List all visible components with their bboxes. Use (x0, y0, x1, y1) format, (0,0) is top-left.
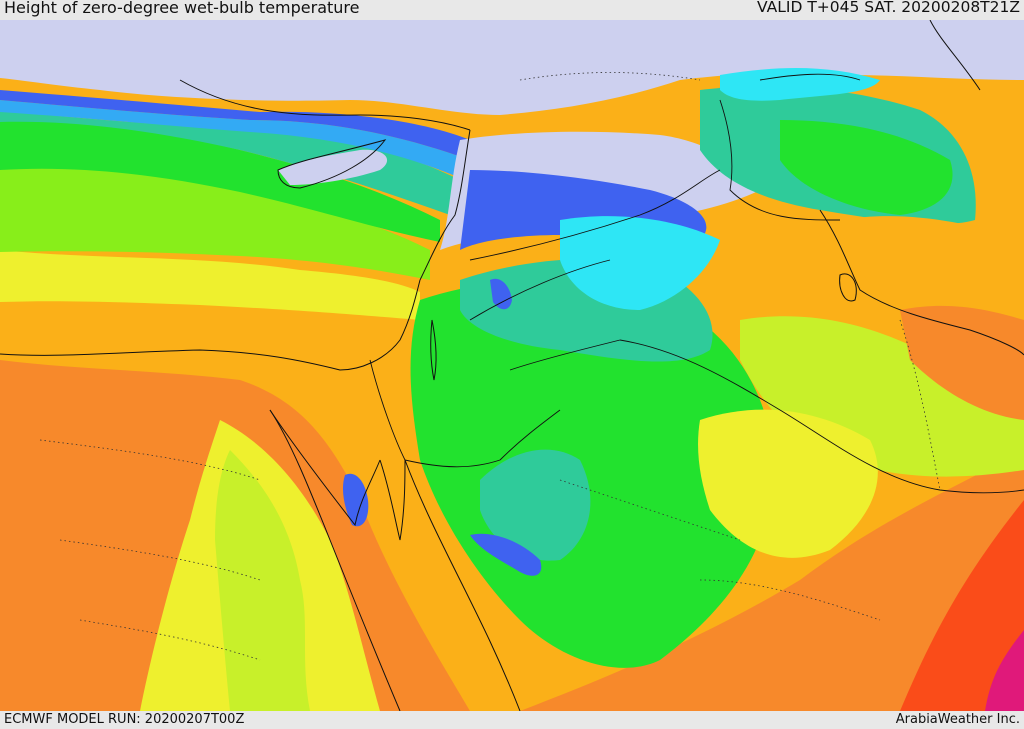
coastlines (0, 20, 1024, 711)
field-yellow-arabia (698, 409, 878, 558)
field-blue-sinai (342, 473, 369, 527)
valid-time-label: VALID T+045 SAT. 20200208T21Z (757, 0, 1020, 16)
field-green-arabia (410, 279, 772, 668)
coastline-red-sea-west (269, 409, 401, 711)
field-lime-redsea (215, 450, 310, 711)
field-blue-north (0, 90, 470, 160)
border-saudi-jordan (404, 409, 561, 468)
coastline-levant (419, 129, 471, 281)
border-iraq-iran (719, 99, 841, 221)
field-yellow-west (0, 250, 420, 320)
province-line-6 (519, 72, 701, 81)
coastline-caspian (929, 20, 981, 91)
field-lavender-north (0, 20, 1024, 115)
field-magenta (985, 630, 1024, 711)
border-turkey-iran (759, 73, 861, 81)
field-dark-orange-southeast (520, 450, 1024, 711)
qatar-outline (839, 273, 857, 302)
credit-label: ArabiaWeather Inc. (895, 712, 1020, 727)
province-line-2 (59, 539, 261, 581)
field-blue-hejaz (470, 533, 542, 576)
field-dark-orange-gulf (900, 305, 1024, 420)
weather-map[interactable] (0, 20, 1024, 711)
province-line-3 (559, 479, 741, 541)
coastline-north-africa (0, 279, 421, 371)
field-cyan-arabia (560, 216, 720, 310)
border-turkey-syria (469, 169, 721, 261)
border-syria-iraq (469, 259, 611, 321)
header-bar: Height of zero-degree wet-bulb temperatu… (0, 0, 1024, 20)
footer-bar: ECMWF MODEL RUN: 20200207T00Z ArabiaWeat… (0, 711, 1024, 729)
field-lavender-cyprus (278, 149, 388, 185)
border-iraq-saudi (619, 339, 1024, 494)
coastline-gulf-of-aqaba (379, 459, 406, 541)
field-teal-inner (480, 449, 591, 561)
map-svg (0, 20, 1024, 711)
model-run-label: ECMWF MODEL RUN: 20200207T00Z (4, 712, 245, 727)
border-egypt-israel (369, 359, 406, 461)
coastline-persian-gulf (819, 209, 1024, 356)
field-lime-north (0, 166, 430, 280)
dead-sea-outline (430, 319, 437, 381)
field-green-east (780, 120, 953, 215)
border-jordan-iraq (509, 339, 621, 371)
field-red-orange (900, 500, 1024, 711)
coastline-gulf-of-suez (269, 409, 381, 527)
province-line-7 (79, 619, 261, 661)
map-title: Height of zero-degree wet-bulb temperatu… (4, 0, 360, 17)
province-line-4 (699, 579, 881, 621)
country-borders (369, 73, 1024, 494)
cyprus-outline (277, 139, 387, 189)
field-cyan-east (720, 68, 880, 101)
field-blue-jordan (490, 278, 512, 310)
coastline-red-sea-east (404, 459, 521, 711)
field-green-north (0, 120, 440, 242)
province-borders (39, 72, 941, 661)
field-sky-north (0, 100, 470, 180)
coastline-turkey-south (179, 79, 471, 131)
